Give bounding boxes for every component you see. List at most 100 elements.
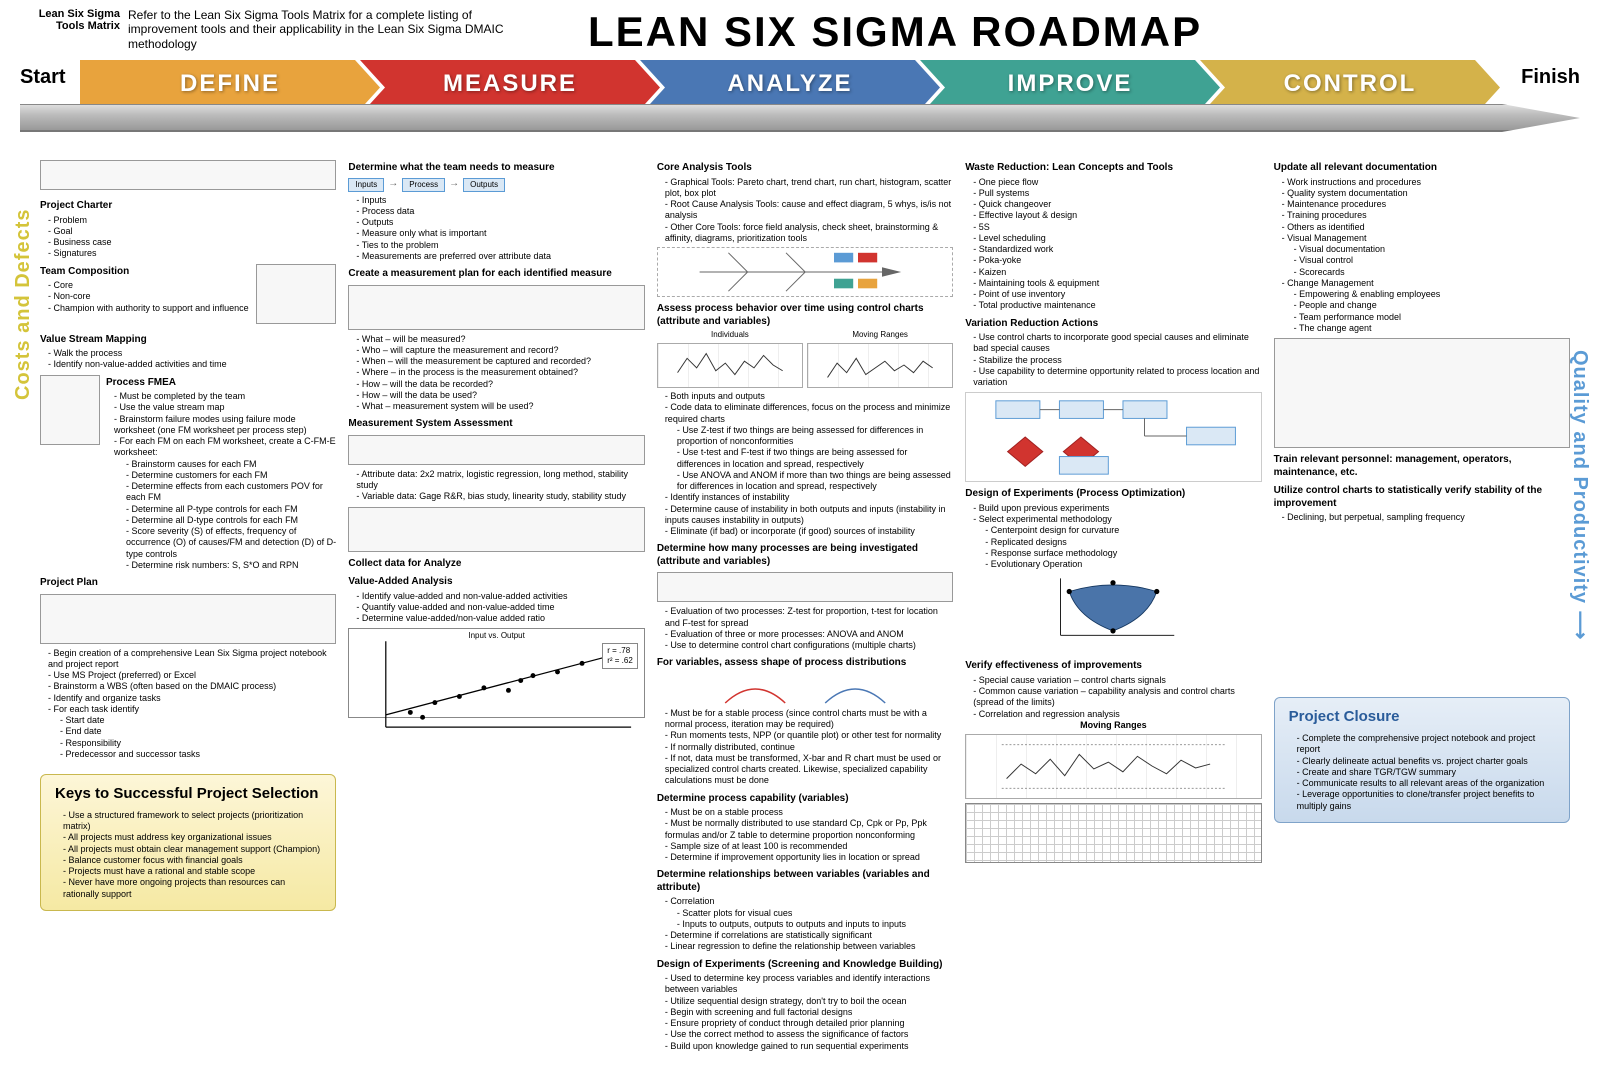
- list-item: Champion with authority to support and i…: [48, 303, 250, 314]
- charter-thumbnail: [40, 160, 336, 190]
- list-item: Predecessor and successor tasks: [60, 749, 336, 760]
- dmaic-phases-arrow: Start Finish DEFINEMEASUREANALYZEIMPROVE…: [20, 60, 1580, 150]
- list-item: Quality system documentation: [1282, 188, 1570, 199]
- list-item: Use to determine control chart configura…: [665, 640, 953, 651]
- process-capability-heading: Determine process capability (variables): [657, 793, 953, 806]
- list-item: When – will the measurement be captured …: [356, 356, 644, 367]
- individuals-control-chart: [657, 343, 803, 388]
- moving-ranges-label: Moving Ranges: [965, 720, 1261, 731]
- list-item: End date: [60, 726, 336, 737]
- waste-reduction-heading: Waste Reduction: Lean Concepts and Tools: [965, 162, 1261, 175]
- list-item: Brainstorm a WBS (often based on the DMA…: [48, 681, 336, 692]
- list-item: Sample size of at least 100 is recommend…: [665, 841, 953, 852]
- control-column: Update all relevant documentation Work i…: [1274, 156, 1570, 1052]
- finish-label: Finish: [1521, 66, 1580, 89]
- list-item: 5S: [973, 222, 1261, 233]
- phase-control: CONTROL: [1200, 60, 1500, 115]
- list-item: Signatures: [48, 248, 336, 259]
- list-item: Business case: [48, 237, 336, 248]
- list-item: Both inputs and outputs: [665, 391, 953, 402]
- list-item: Identify and organize tasks: [48, 693, 336, 704]
- list-item: Response surface methodology: [985, 548, 1261, 559]
- list-item: Determine all D-type controls for each F…: [126, 515, 336, 526]
- doe-optimization-heading: Design of Experiments (Process Optimizat…: [965, 488, 1261, 501]
- list-item: Walk the process: [48, 348, 336, 359]
- list-item: Communicate results to all relevant area…: [1297, 778, 1555, 789]
- list-item: Must be for a stable process (since cont…: [665, 708, 953, 731]
- list-item: Total productive maintenance: [973, 300, 1261, 311]
- list-item: Use a structured framework to select pro…: [63, 810, 321, 833]
- list-item: What – will be measured?: [356, 334, 644, 345]
- collect-data-heading: Collect data for Analyze: [348, 558, 644, 571]
- control-charts-verify-heading: Utilize control charts to statistically …: [1274, 485, 1570, 510]
- list-item: All projects must address key organizati…: [63, 832, 321, 843]
- list-item: Quick changeover: [973, 199, 1261, 210]
- list-item: Variable data: Gage R&R, bias study, lin…: [356, 491, 644, 502]
- tools-matrix-label: Lean Six Sigma Tools Matrix: [20, 8, 120, 32]
- list-item: Projects must have a rational and stable…: [63, 866, 321, 877]
- list-item: Process data: [356, 206, 644, 217]
- list-item: Linear regression to define the relation…: [665, 941, 953, 952]
- list-item: Others as identified: [1282, 222, 1570, 233]
- list-item: Measure only what is important: [356, 228, 644, 239]
- measurement-plan-heading: Create a measurement plan for each ident…: [348, 268, 644, 281]
- list-item: Must be completed by the team: [114, 391, 336, 402]
- keys-heading: Keys to Successful Project Selection: [55, 785, 321, 804]
- list-item: Team performance model: [1294, 312, 1570, 323]
- list-item: Scorecards: [1294, 267, 1570, 278]
- analyze-column: Core Analysis Tools Graphical Tools: Par…: [657, 156, 953, 1052]
- list-item: Select experimental methodology: [973, 514, 1261, 525]
- list-item: Root Cause Analysis Tools: cause and eff…: [665, 199, 953, 222]
- list-item: Code data to eliminate differences, focu…: [665, 402, 953, 425]
- list-item: Evolutionary Operation: [985, 559, 1261, 570]
- measure-column: Determine what the team needs to measure…: [348, 156, 644, 1052]
- improvement-flowchart: [965, 392, 1261, 482]
- list-item: Leverage opportunities to clone/transfer…: [1297, 789, 1555, 812]
- list-item: Maintenance procedures: [1282, 199, 1570, 210]
- list-item: Centerpoint design for curvature: [985, 525, 1261, 536]
- list-item: Determine if improvement opportunity lie…: [665, 852, 953, 863]
- list-item: Identify instances of instability: [665, 492, 953, 503]
- list-item: Use the correct method to assess the sig…: [665, 1029, 953, 1040]
- list-item: Stabilize the process: [973, 355, 1261, 366]
- list-item: Level scheduling: [973, 233, 1261, 244]
- project-charter-heading: Project Charter: [40, 200, 336, 213]
- phase-define: DEFINE: [80, 60, 380, 115]
- team-composition-heading: Team Composition: [40, 266, 250, 279]
- project-closure-heading: Project Closure: [1289, 708, 1555, 727]
- list-item: Evaluation of three or more processes: A…: [665, 629, 953, 640]
- msa-2x2-table: [348, 435, 644, 465]
- list-item: Use t-test and F-test if two things are …: [677, 447, 953, 470]
- list-item: Determine customers for each FM: [126, 470, 336, 481]
- distribution-curves: [657, 673, 953, 705]
- phase-improve: IMPROVE: [920, 60, 1220, 115]
- list-item: Problem: [48, 215, 336, 226]
- list-item: Determine value-added/non-value added ra…: [356, 613, 644, 624]
- list-item: Kaizen: [973, 267, 1261, 278]
- list-item: Clearly delineate actual benefits vs. pr…: [1297, 756, 1555, 767]
- documentation-thumbnails: [1274, 338, 1570, 448]
- list-item: Special cause variation – control charts…: [973, 675, 1261, 686]
- list-item: Work instructions and procedures: [1282, 177, 1570, 188]
- list-item: Use MS Project (preferred) or Excel: [48, 670, 336, 681]
- determine-measure-heading: Determine what the team needs to measure: [348, 162, 644, 175]
- list-item: All projects must obtain clear managemen…: [63, 844, 321, 855]
- side-label-quality-productivity: Quality and Productivity ⟶: [1568, 350, 1592, 640]
- fmea-worksheet-thumbnail: [40, 375, 100, 445]
- phase-measure: MEASURE: [360, 60, 660, 115]
- list-item: Used to determine key process variables …: [665, 973, 953, 996]
- process-fmea-heading: Process FMEA: [106, 377, 336, 390]
- doe-screening-heading: Design of Experiments (Screening and Kno…: [657, 959, 953, 972]
- list-item: The change agent: [1294, 323, 1570, 334]
- list-item: Outputs: [356, 217, 644, 228]
- ipo-flow-mini: Inputs→ Process→ Outputs: [348, 178, 644, 192]
- list-item: Use the value stream map: [114, 402, 336, 413]
- list-item: Create and share TGR/TGW summary: [1297, 767, 1555, 778]
- list-item: Effective layout & design: [973, 210, 1261, 221]
- list-item: Point of use inventory: [973, 289, 1261, 300]
- list-item: Must be normally distributed to use stan…: [665, 818, 953, 841]
- list-item: Determine if correlations are statistica…: [665, 930, 953, 941]
- list-item: Begin with screening and full factorial …: [665, 1007, 953, 1018]
- list-item: Graphical Tools: Pareto chart, trend cha…: [665, 177, 953, 200]
- start-label: Start: [20, 66, 66, 89]
